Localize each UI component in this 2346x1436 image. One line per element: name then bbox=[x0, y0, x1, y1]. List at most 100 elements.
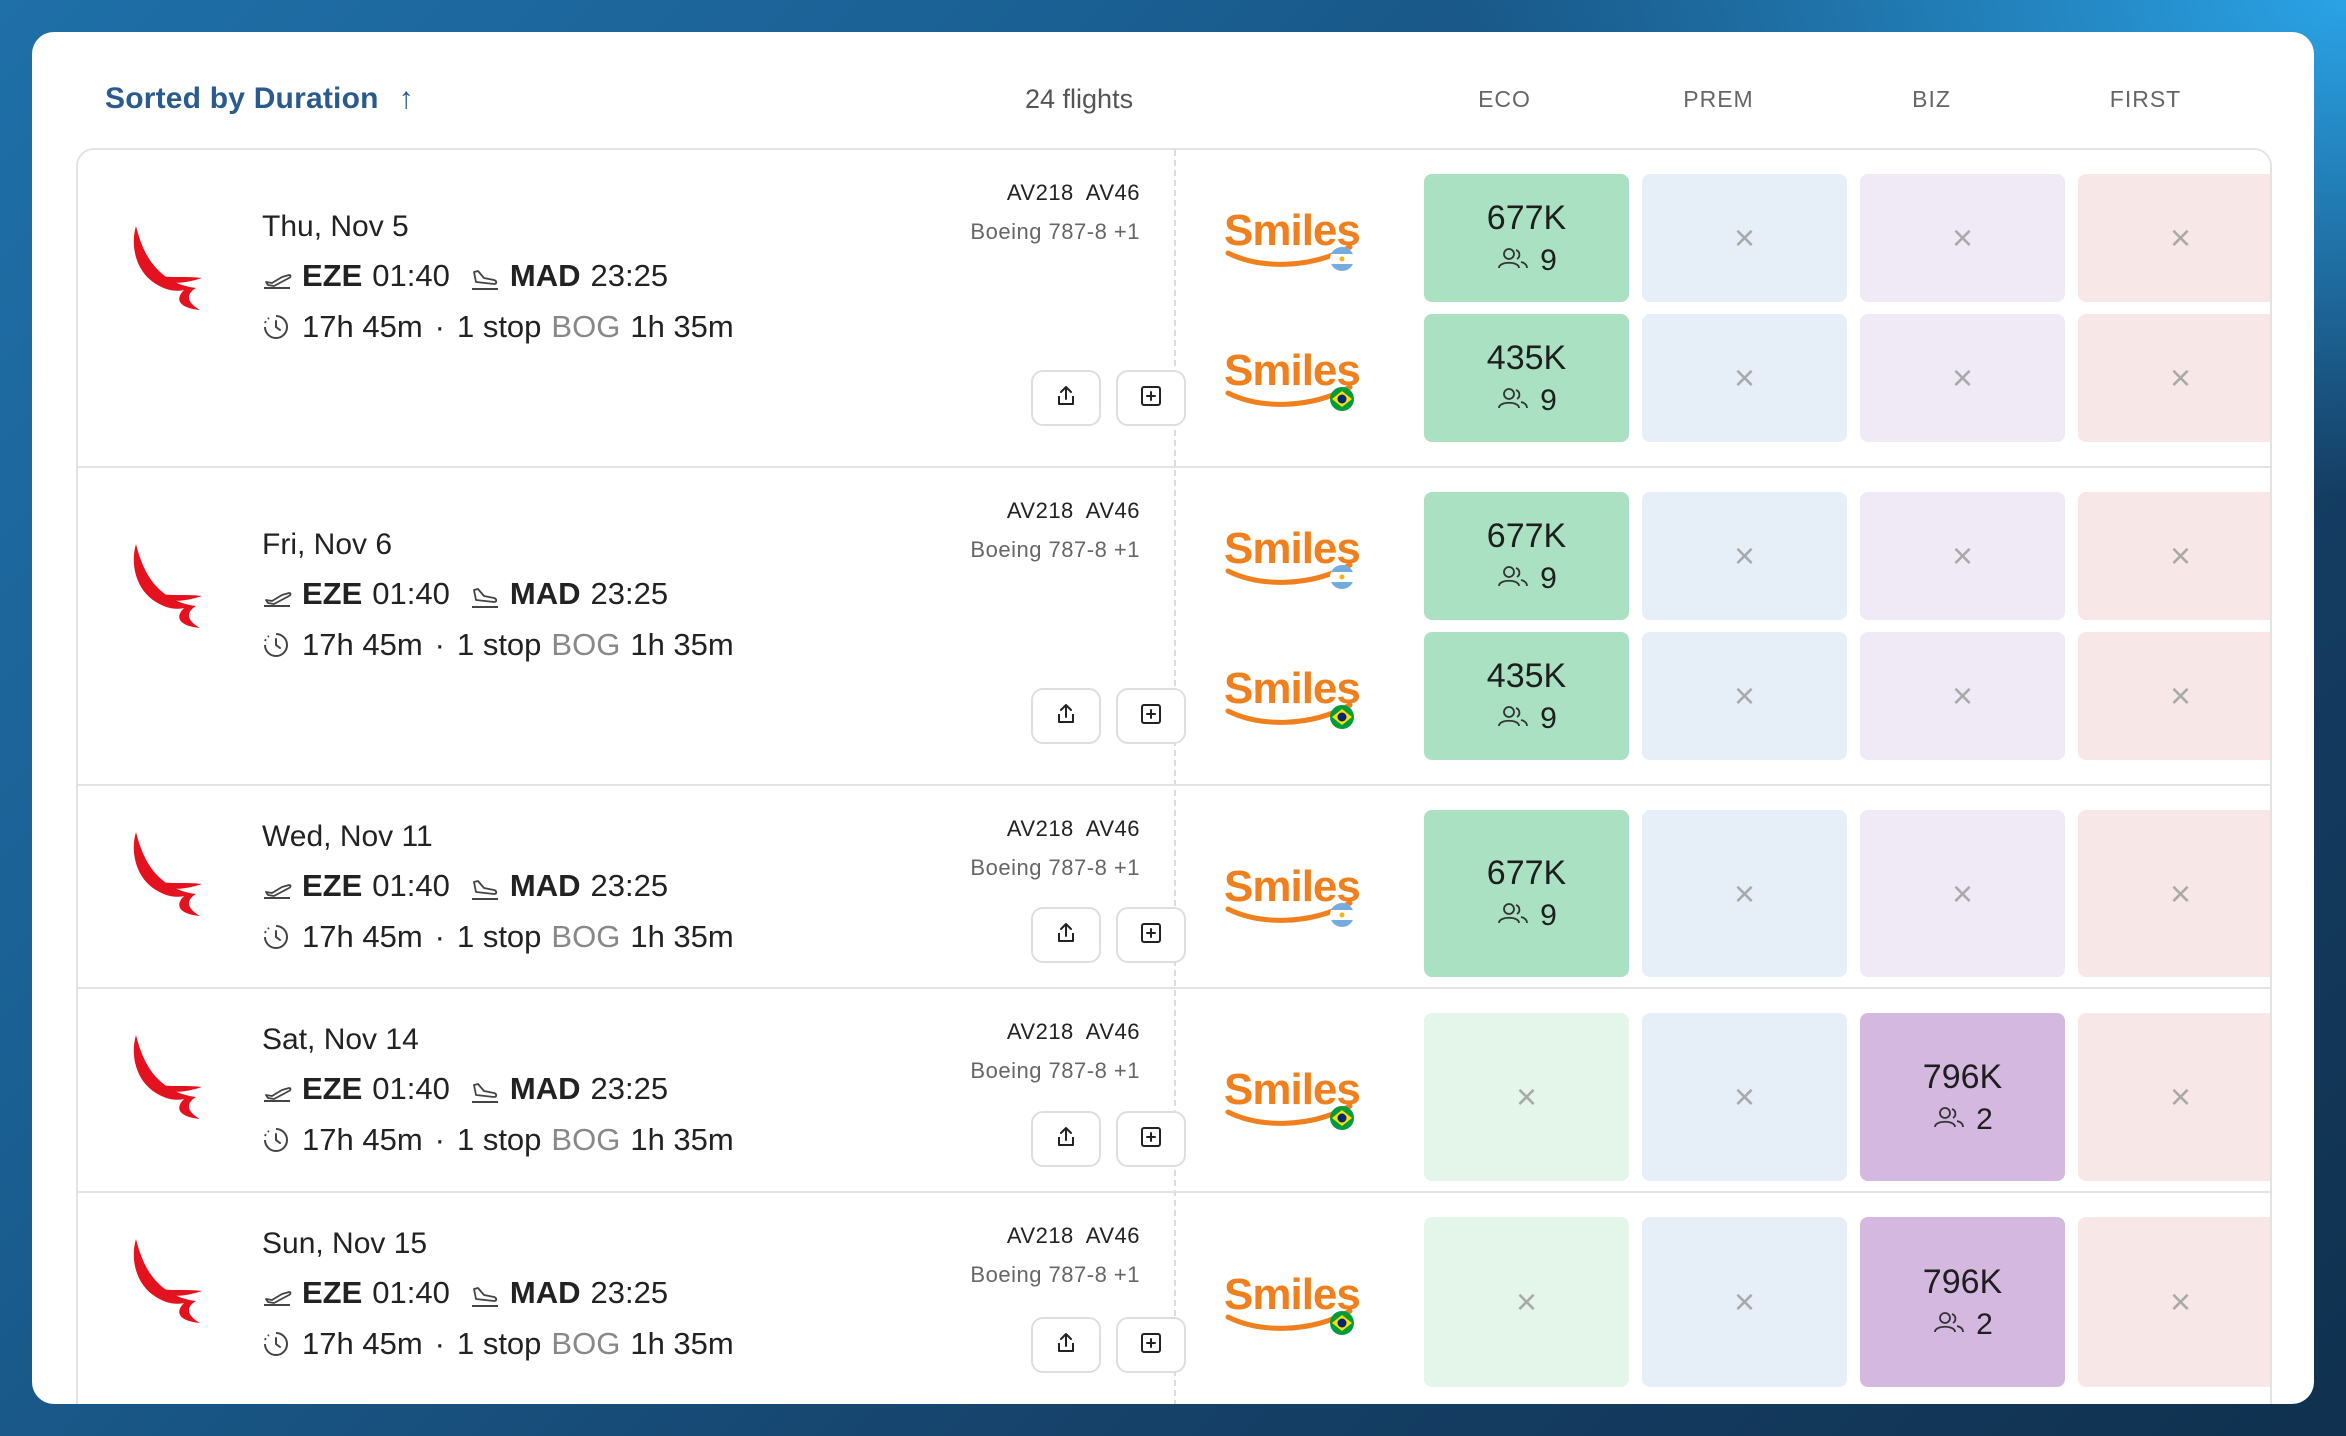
biz-fare-cell[interactable]: × bbox=[1860, 492, 2065, 620]
flight-row[interactable]: Sun, Nov 15 EZE 01:40 MAD 23:25 17h 45m · 1 sto… bbox=[78, 1193, 2270, 1399]
people-icon bbox=[1496, 244, 1540, 278]
departure-time: 01:40 bbox=[372, 576, 450, 611]
arrival-time: 23:25 bbox=[590, 258, 669, 293]
people-icon bbox=[1496, 384, 1540, 418]
share-icon bbox=[1054, 1125, 1078, 1154]
seat-count: 2 bbox=[1976, 1102, 1993, 1136]
stop-count: 1 stop bbox=[456, 627, 542, 662]
add-button[interactable] bbox=[1116, 370, 1186, 426]
flight-row[interactable]: Sat, Nov 14 EZE 01:40 MAD 23:25 17h 45m · 1 sto… bbox=[78, 989, 2270, 1193]
duration-value: 17h 45m bbox=[302, 919, 423, 954]
prem-fare-cell[interactable]: × bbox=[1642, 1013, 1847, 1181]
miles-price: 796K bbox=[1922, 1262, 2003, 1301]
first-fare-cell[interactable]: × bbox=[2078, 314, 2270, 442]
biz-fare-cell[interactable]: × bbox=[1860, 174, 2065, 302]
flight-row[interactable]: Wed, Nov 11 EZE 01:40 MAD 23:25 17h 45m · 1 sto… bbox=[78, 786, 2270, 989]
avianca-logo bbox=[128, 220, 208, 310]
eco-fare-cell[interactable]: 677K 9 bbox=[1424, 174, 1629, 302]
share-button[interactable] bbox=[1031, 370, 1101, 426]
biz-fare-cell[interactable]: × bbox=[1860, 314, 2065, 442]
prem-fare-cell[interactable]: × bbox=[1642, 810, 1847, 977]
avianca-logo bbox=[128, 1233, 208, 1323]
eco-fare-cell[interactable]: 677K 9 bbox=[1424, 492, 1629, 620]
flight-row[interactable]: Fri, Nov 6 EZE 01:40 MAD 23:25 17h 45m · 1 stop… bbox=[78, 468, 2270, 786]
biz-fare-cell[interactable]: 796K 2 bbox=[1860, 1013, 2065, 1181]
plane-landing-icon bbox=[470, 874, 500, 900]
close-icon: × bbox=[1515, 1076, 1538, 1117]
first-fare-cell[interactable]: × bbox=[2078, 174, 2270, 302]
arrival-time: 23:25 bbox=[590, 1071, 669, 1106]
seats-available: 9 bbox=[1496, 702, 1557, 736]
eco-fare-cell[interactable]: 435K 9 bbox=[1424, 632, 1629, 760]
sort-label: Sorted by Duration bbox=[105, 82, 379, 115]
plus-square-icon bbox=[1139, 921, 1163, 950]
add-button[interactable] bbox=[1116, 688, 1186, 744]
eco-fare-cell[interactable]: 677K 9 bbox=[1424, 810, 1629, 977]
add-button[interactable] bbox=[1116, 907, 1186, 963]
flight-route: EZE 01:40 MAD 23:25 bbox=[262, 576, 668, 612]
duration-value: 17h 45m bbox=[302, 309, 423, 344]
first-fare-cell[interactable]: × bbox=[2078, 810, 2270, 977]
prem-fare-cell[interactable]: × bbox=[1642, 632, 1847, 760]
eco-fare-cell[interactable]: × bbox=[1424, 1217, 1629, 1387]
plane-takeoff-icon bbox=[262, 264, 292, 289]
flight-duration: 17h 45m · 1 stop BOG 1h 35m bbox=[262, 1122, 734, 1158]
plane-takeoff-icon bbox=[262, 582, 292, 607]
miles-price: 435K bbox=[1486, 656, 1567, 695]
share-button[interactable] bbox=[1031, 688, 1101, 744]
avianca-logo bbox=[128, 538, 208, 628]
arrival-time: 23:25 bbox=[590, 868, 669, 903]
seat-count: 9 bbox=[1540, 701, 1557, 735]
departure-time: 01:40 bbox=[372, 868, 450, 903]
eco-fare-cell[interactable]: × bbox=[1424, 1013, 1629, 1181]
first-fare-cell[interactable]: × bbox=[2078, 1217, 2270, 1387]
prem-fare-cell[interactable]: × bbox=[1642, 1217, 1847, 1387]
sort-toggle[interactable]: Sorted by Duration ↑ bbox=[105, 82, 414, 116]
smiles-argentina-logo: Smiles bbox=[1220, 203, 1361, 273]
prem-fare-cell[interactable]: × bbox=[1642, 314, 1847, 442]
share-button[interactable] bbox=[1031, 907, 1101, 963]
add-button[interactable] bbox=[1116, 1111, 1186, 1167]
biz-fare-cell[interactable]: × bbox=[1860, 632, 2065, 760]
plane-landing-icon bbox=[470, 1077, 500, 1103]
smiles-argentina-logo: Smiles bbox=[1220, 859, 1361, 929]
prem-fare-cell[interactable]: × bbox=[1642, 492, 1847, 620]
prem-fare-cell[interactable]: × bbox=[1642, 174, 1847, 302]
close-icon: × bbox=[1951, 217, 1974, 258]
close-icon: × bbox=[2169, 872, 2192, 914]
aircraft-type: Boeing 787-8 +1 bbox=[970, 219, 1140, 244]
seat-count: 9 bbox=[1540, 383, 1557, 417]
arrow-up-icon: ↑ bbox=[398, 82, 414, 115]
close-icon: × bbox=[1733, 675, 1756, 716]
add-button[interactable] bbox=[1116, 1317, 1186, 1373]
share-button[interactable] bbox=[1031, 1317, 1101, 1373]
departure-airport: EZE bbox=[302, 1275, 363, 1310]
eco-fare-cell[interactable]: 435K 9 bbox=[1424, 314, 1629, 442]
miles-price: 435K bbox=[1486, 338, 1567, 377]
share-button[interactable] bbox=[1031, 1111, 1101, 1167]
separator-dot: · bbox=[434, 919, 445, 954]
flight-row[interactable]: Thu, Nov 5 EZE 01:40 MAD 23:25 17h 45m · 1 stop… bbox=[78, 150, 2270, 468]
flight-date: Fri, Nov 6 bbox=[262, 528, 393, 561]
plus-square-icon bbox=[1139, 1125, 1163, 1154]
column-header-eco: ECO bbox=[1478, 86, 1531, 112]
first-fare-cell[interactable]: × bbox=[2078, 492, 2270, 620]
duration-value: 17h 45m bbox=[302, 627, 423, 662]
biz-fare-cell[interactable]: 796K 2 bbox=[1860, 1217, 2065, 1387]
biz-fare-cell[interactable]: × bbox=[1860, 810, 2065, 977]
separator-dot: · bbox=[434, 1326, 445, 1361]
clock-icon bbox=[262, 923, 290, 951]
plane-landing-icon bbox=[470, 582, 500, 608]
first-fare-cell[interactable]: × bbox=[2078, 632, 2270, 760]
plane-takeoff-icon bbox=[262, 1281, 292, 1306]
close-icon: × bbox=[1951, 535, 1974, 576]
smiles-brazil-logo: Smiles bbox=[1220, 661, 1361, 731]
smiles-brazil-logo: Smiles bbox=[1220, 1062, 1361, 1132]
aircraft-type: Boeing 787-8 +1 bbox=[970, 1058, 1140, 1083]
first-fare-cell[interactable]: × bbox=[2078, 1013, 2270, 1181]
close-icon: × bbox=[2169, 1281, 2192, 1322]
column-header-first: FIRST bbox=[2109, 86, 2182, 112]
close-icon: × bbox=[1951, 357, 1974, 398]
smiles-brazil-logo: Smiles bbox=[1220, 343, 1361, 413]
people-icon bbox=[1496, 899, 1540, 933]
